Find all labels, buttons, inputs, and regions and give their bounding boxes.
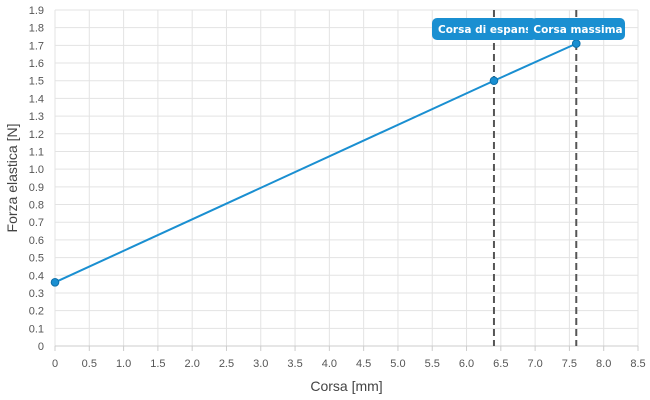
y-tick-label: 1.5 [29,76,44,88]
y-tick-label: 0.4 [29,270,44,282]
y-tick-label: 0.1 [29,323,44,335]
y-tick-label: 0.7 [29,217,44,229]
y-tick-label: 0.6 [29,235,44,247]
y-tick-label: 0 [38,341,44,353]
y-tick-label: 0.5 [29,253,44,265]
data-point [50,278,60,287]
x-tick-label: 2.5 [219,358,234,370]
axis-titles: Corsa [mm] Forza elastica [N] [4,124,383,394]
y-tick-label: 1.7 [29,40,44,52]
x-tick-label: 4.0 [322,358,337,370]
annotation-badge [531,18,625,40]
y-tick-label: 1.2 [29,129,44,141]
x-tick-label: 0.5 [82,358,97,370]
y-tick-label: 1.3 [29,111,44,123]
series-layer [50,39,581,287]
annotation-badge [432,18,537,40]
y-tick-label: 1.9 [29,5,44,17]
y-tick-label: 0.8 [29,200,44,212]
data-point [571,39,581,48]
data-point [489,76,499,86]
x-tick-label: 5.0 [390,358,405,370]
x-tick-label: 5.5 [425,358,440,370]
series-line [54,42,577,284]
annotation-label: Corsa massima [533,24,622,36]
x-tick-label: 4.5 [356,358,371,370]
x-tick-label: 3.5 [287,358,302,370]
annotation-lines [492,10,578,346]
y-tick-label: 0.2 [29,306,44,318]
x-tick-label: 0 [52,358,58,370]
x-tick-label: 7.5 [562,358,577,370]
grid [54,9,639,347]
x-tick-label: 6.5 [493,358,508,370]
x-tick-label: 3.0 [253,358,268,370]
x-tick-label: 8.5 [630,358,645,370]
y-tick-label: 1.8 [29,23,44,35]
y-tick-label: 1.6 [29,58,44,70]
y-tick-label: 1.1 [29,146,44,158]
axes: 0 0.5 1.0 1.5 2.0 2.5 3.0 3.5 4.0 4.5 5.0 5.5 6.0 6.5… [29,5,646,370]
x-tick-label: 1.0 [116,358,131,370]
x-tick-label: 7.0 [527,358,542,370]
x-axis-title: Corsa [mm] [310,378,382,394]
y-tick-label: 1.0 [29,164,44,176]
annotation-label: Corsa di espansi [438,24,535,36]
x-tick-label: 8.0 [596,358,611,370]
y-tick-label: 1.4 [29,93,44,105]
y-axis-title: Forza elastica [N] [4,124,20,233]
x-tick-label: 1.5 [150,358,165,370]
y-tick-label: 0.9 [29,182,44,194]
x-tick-label: 2.0 [185,358,200,370]
x-tick-label: 6.0 [459,358,474,370]
y-tick-label: 0.3 [29,288,44,300]
